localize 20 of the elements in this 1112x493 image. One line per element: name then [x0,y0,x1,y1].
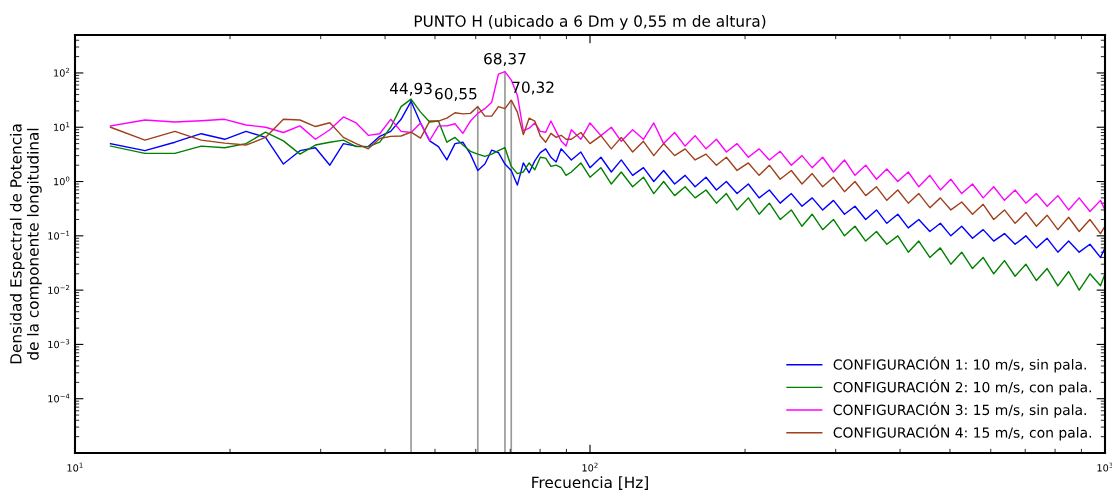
y-tick-label: 10$^{0}$ [54,176,70,186]
legend-label: CONFIGURACIÓN 3: 15 m/s, sin pala. [833,402,1086,418]
x-tick-label: 10$^{1}$ [67,462,83,472]
y-tick-label: 10$^{−2}$ [48,284,70,294]
y-tick-label: 10$^{−4}$ [48,393,70,403]
legend-label: CONFIGURACIÓN 2: 10 m/s, con pala. [833,379,1091,396]
annotation: 60,55 [435,87,477,102]
x-axis-title: Frecuencia [Hz] [532,476,648,490]
y-tick-label: 10$^{−3}$ [48,339,70,349]
legend-label: CONFIGURACIÓN 1: 10 m/s, sin pala. [833,356,1086,373]
y-tick-label: 10$^{−1}$ [48,230,70,240]
x-tick-label: 10$^{2}$ [582,462,598,472]
legend-label: CONFIGURACIÓN 4: 15 m/s, con pala. [833,424,1091,441]
y-tick-label: 10$^{1}$ [54,122,70,132]
y-tick-label: 10$^{2}$ [54,67,70,77]
annotation: 44,93 [389,82,432,96]
x-tick-label: 10$^{3}$ [1097,462,1112,472]
y-axis-title: Densidad Espectral de Potencia de la componente longitudinal [9,124,42,364]
chart-title: PUNTO H (ubicado a 6 Dm y 0,55 m de altura) [414,15,766,30]
annotation: 68,37 [484,52,526,67]
